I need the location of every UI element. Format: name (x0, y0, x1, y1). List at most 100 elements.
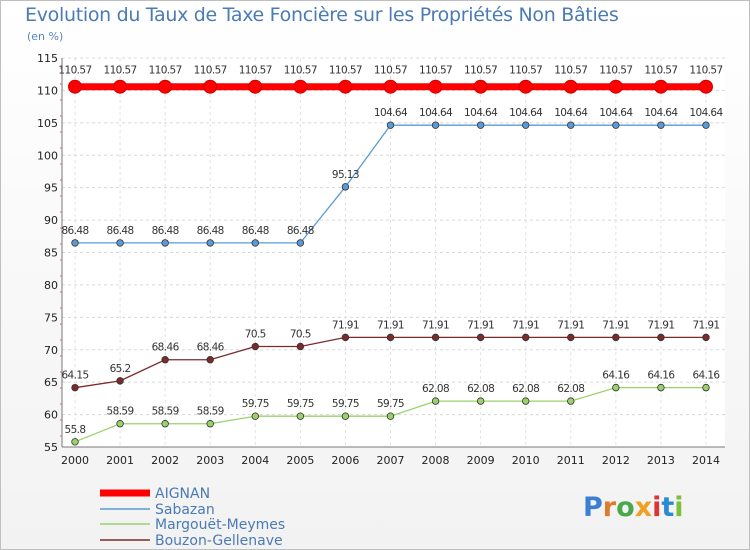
data-label: 62.08 (557, 383, 584, 395)
data-point (383, 79, 398, 94)
data-label: 65.2 (110, 363, 131, 375)
data-point (71, 383, 79, 392)
data-label: 110.57 (689, 65, 722, 77)
logo-letter: r (603, 492, 617, 523)
data-label: 110.57 (554, 65, 587, 77)
data-point (293, 79, 308, 94)
data-point (567, 333, 575, 342)
data-point (653, 79, 668, 94)
data-label: 110.57 (284, 65, 317, 77)
x-tick-label: 2010 (512, 454, 540, 467)
data-label: 64.16 (647, 370, 675, 382)
data-label: 110.57 (599, 65, 632, 77)
data-point (476, 333, 485, 342)
x-tick-label: 2005 (286, 454, 314, 467)
data-label: 68.46 (152, 342, 180, 354)
logo-letter: P (583, 492, 603, 523)
data-label: 104.64 (419, 107, 453, 119)
logo-letter: t (661, 492, 674, 523)
data-label: 110.57 (419, 65, 452, 77)
data-point (113, 79, 128, 94)
data-label: 110.57 (374, 65, 407, 77)
data-point (612, 121, 620, 129)
data-label: 55.8 (65, 424, 86, 436)
data-point (386, 121, 395, 129)
data-label: 110.57 (58, 65, 91, 77)
data-label: 86.48 (287, 225, 314, 237)
data-point (431, 121, 440, 129)
data-label: 71.91 (512, 319, 539, 331)
data-label: 71.91 (467, 319, 494, 331)
x-tick-label: 2009 (467, 454, 495, 467)
data-label: 110.57 (329, 65, 362, 77)
data-point (702, 383, 710, 392)
x-tick-label: 2007 (376, 454, 404, 467)
series-bouzon-gellenave: 64.15 65.2 68.46 68.46 70.5 70.5 71.91 71.91 71.… (61, 319, 720, 392)
data-label: 59.75 (242, 398, 269, 410)
data-point (476, 121, 485, 129)
data-label: 110.57 (509, 65, 542, 77)
data-point (518, 79, 533, 94)
data-point (386, 412, 395, 420)
data-point (248, 79, 263, 94)
data-label: 62.08 (467, 383, 494, 395)
data-point (522, 121, 530, 129)
data-label: 59.75 (377, 398, 404, 410)
data-point (612, 333, 620, 342)
data-point (161, 239, 169, 247)
data-label: 86.48 (242, 225, 269, 237)
data-point (473, 79, 488, 94)
data-label: 71.91 (692, 319, 719, 331)
data-label: 110.57 (149, 65, 182, 77)
y-tick-label: 60 (44, 409, 58, 422)
data-label: 64.15 (61, 370, 88, 382)
series-layer: 55.8 58.59 58.59 58.59 59.75 59.75 59.75 59.75 6… (58, 65, 724, 446)
data-point (251, 342, 259, 351)
proxiti-logo: Proxiti (583, 492, 684, 523)
x-tick-label: 2003 (196, 454, 224, 467)
data-label: 104.64 (464, 107, 498, 119)
legend-label: AIGNAN (155, 486, 210, 502)
data-label: 62.08 (422, 383, 449, 395)
y-tick-label: 70 (44, 344, 58, 357)
data-point (702, 121, 710, 129)
x-tick-label: 2001 (106, 454, 134, 467)
data-label: 86.48 (107, 225, 134, 237)
data-label: 110.57 (103, 65, 136, 77)
legend-label: Sabazan (155, 502, 215, 518)
data-label: 59.75 (332, 398, 359, 410)
data-point (251, 239, 259, 247)
data-label: 71.91 (422, 319, 449, 331)
data-point (296, 342, 305, 351)
y-tick-label: 75 (44, 311, 58, 324)
data-point (567, 121, 575, 129)
data-label: 110.57 (239, 65, 272, 77)
data-label: 58.59 (107, 406, 134, 418)
data-point (657, 333, 665, 342)
y-tick-label: 110 (37, 84, 58, 97)
data-point (431, 397, 440, 405)
y-tick-label: 55 (44, 441, 58, 454)
data-point (698, 79, 713, 94)
x-tick-label: 2002 (151, 454, 179, 467)
data-label: 70.5 (290, 329, 311, 341)
data-label: 62.08 (512, 383, 539, 395)
data-label: 71.91 (557, 319, 584, 331)
data-label: 70.5 (245, 329, 266, 341)
data-label: 58.59 (197, 406, 224, 418)
data-point (522, 397, 530, 405)
data-point (341, 412, 350, 420)
data-point (116, 420, 124, 428)
chart-title: Evolution du Taux de Taxe Foncière sur l… (25, 4, 619, 26)
data-label: 71.91 (332, 319, 359, 331)
data-label: 104.64 (644, 107, 678, 119)
data-point (386, 333, 395, 342)
x-tick-label: 2012 (602, 454, 630, 467)
x-tick-label: 2008 (422, 454, 450, 467)
y-tick-label: 90 (44, 214, 58, 227)
data-label: 86.48 (197, 225, 224, 237)
data-point (68, 79, 82, 94)
data-label: 64.16 (602, 370, 630, 382)
series-sabazan: 86.48 86.48 86.48 86.48 86.48 86.48 95.13 104.6… (61, 107, 724, 247)
data-point (657, 383, 665, 392)
